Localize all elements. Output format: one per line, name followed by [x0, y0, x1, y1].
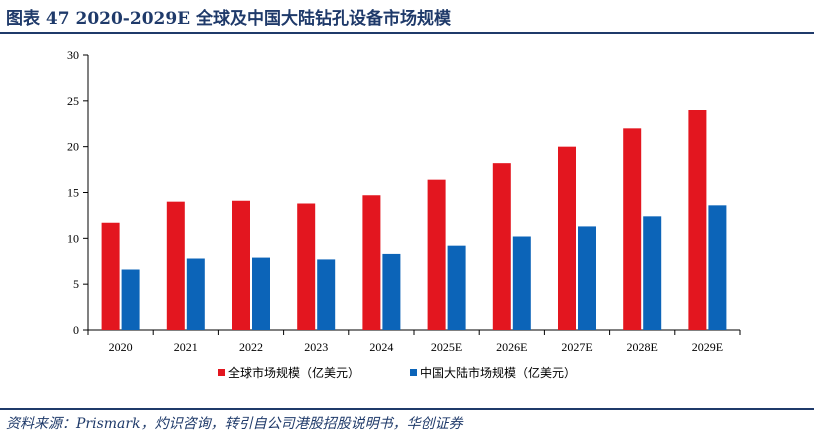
x-tick-label: 2021	[174, 340, 198, 354]
bar-global	[232, 200, 250, 330]
y-tick-label: 10	[67, 231, 79, 245]
bar-china	[447, 245, 466, 330]
x-tick-label: 2028E	[627, 340, 658, 354]
bar-global	[492, 163, 511, 330]
x-tick-label: 2029E	[692, 340, 723, 354]
bar-china	[512, 236, 531, 330]
y-tick-label: 20	[67, 140, 79, 154]
legend: 全球市场规模（亿美元） 中国大陆市场规模（亿美元）	[218, 365, 576, 380]
x-tick-label: 2026E	[496, 340, 527, 354]
y-tick-label: 5	[73, 277, 79, 291]
bar-global	[427, 179, 446, 330]
x-tick-label: 2025E	[431, 340, 462, 354]
bar-chart: 0 5 10 15 20 25 30 2020 2021 2022 2023 2024 2025E 202…	[67, 48, 741, 380]
bar-china	[252, 257, 270, 330]
y-tick-label: 15	[67, 186, 79, 200]
bar-global	[166, 201, 185, 330]
bar-global	[297, 203, 316, 330]
bar-china	[382, 253, 401, 330]
bar-global	[623, 128, 642, 330]
legend-label: 全球市场规模（亿美元）	[228, 365, 360, 380]
bar-global	[558, 146, 576, 330]
bar-china	[643, 216, 662, 330]
x-tick-label: 2024	[369, 340, 393, 354]
bar-china	[578, 226, 596, 330]
bar-china	[708, 205, 727, 330]
bar-china	[186, 258, 205, 330]
source-note: 资料来源：Prismark，灼识咨询，转引自公司港股招股说明书，华创证券	[6, 416, 463, 432]
x-tick-label: 2023	[304, 340, 328, 354]
footer-rule	[0, 408, 814, 410]
legend-swatch	[218, 369, 225, 376]
x-tick-label: 2020	[109, 340, 133, 354]
y-tick-label: 30	[67, 48, 79, 62]
y-tick-label: 25	[67, 94, 79, 108]
title-row: 图表 47 2020-2029E 全球及中国大陆钻孔设备市场规模	[0, 0, 814, 32]
x-tick-label: 2027E	[561, 340, 592, 354]
bar-global	[101, 222, 120, 330]
legend-label: 中国大陆市场规模（亿美元）	[420, 365, 576, 380]
header-rule	[0, 32, 814, 34]
legend-swatch	[410, 369, 417, 376]
x-tick-label: 2022	[239, 340, 263, 354]
bars	[101, 110, 727, 330]
bar-china	[317, 259, 336, 330]
chart-title: 图表 47 2020-2029E 全球及中国大陆钻孔设备市场规模	[6, 9, 452, 29]
y-tick-label: 0	[73, 323, 79, 337]
bar-china	[121, 269, 140, 330]
bar-global	[688, 110, 707, 330]
bar-global	[362, 195, 381, 330]
